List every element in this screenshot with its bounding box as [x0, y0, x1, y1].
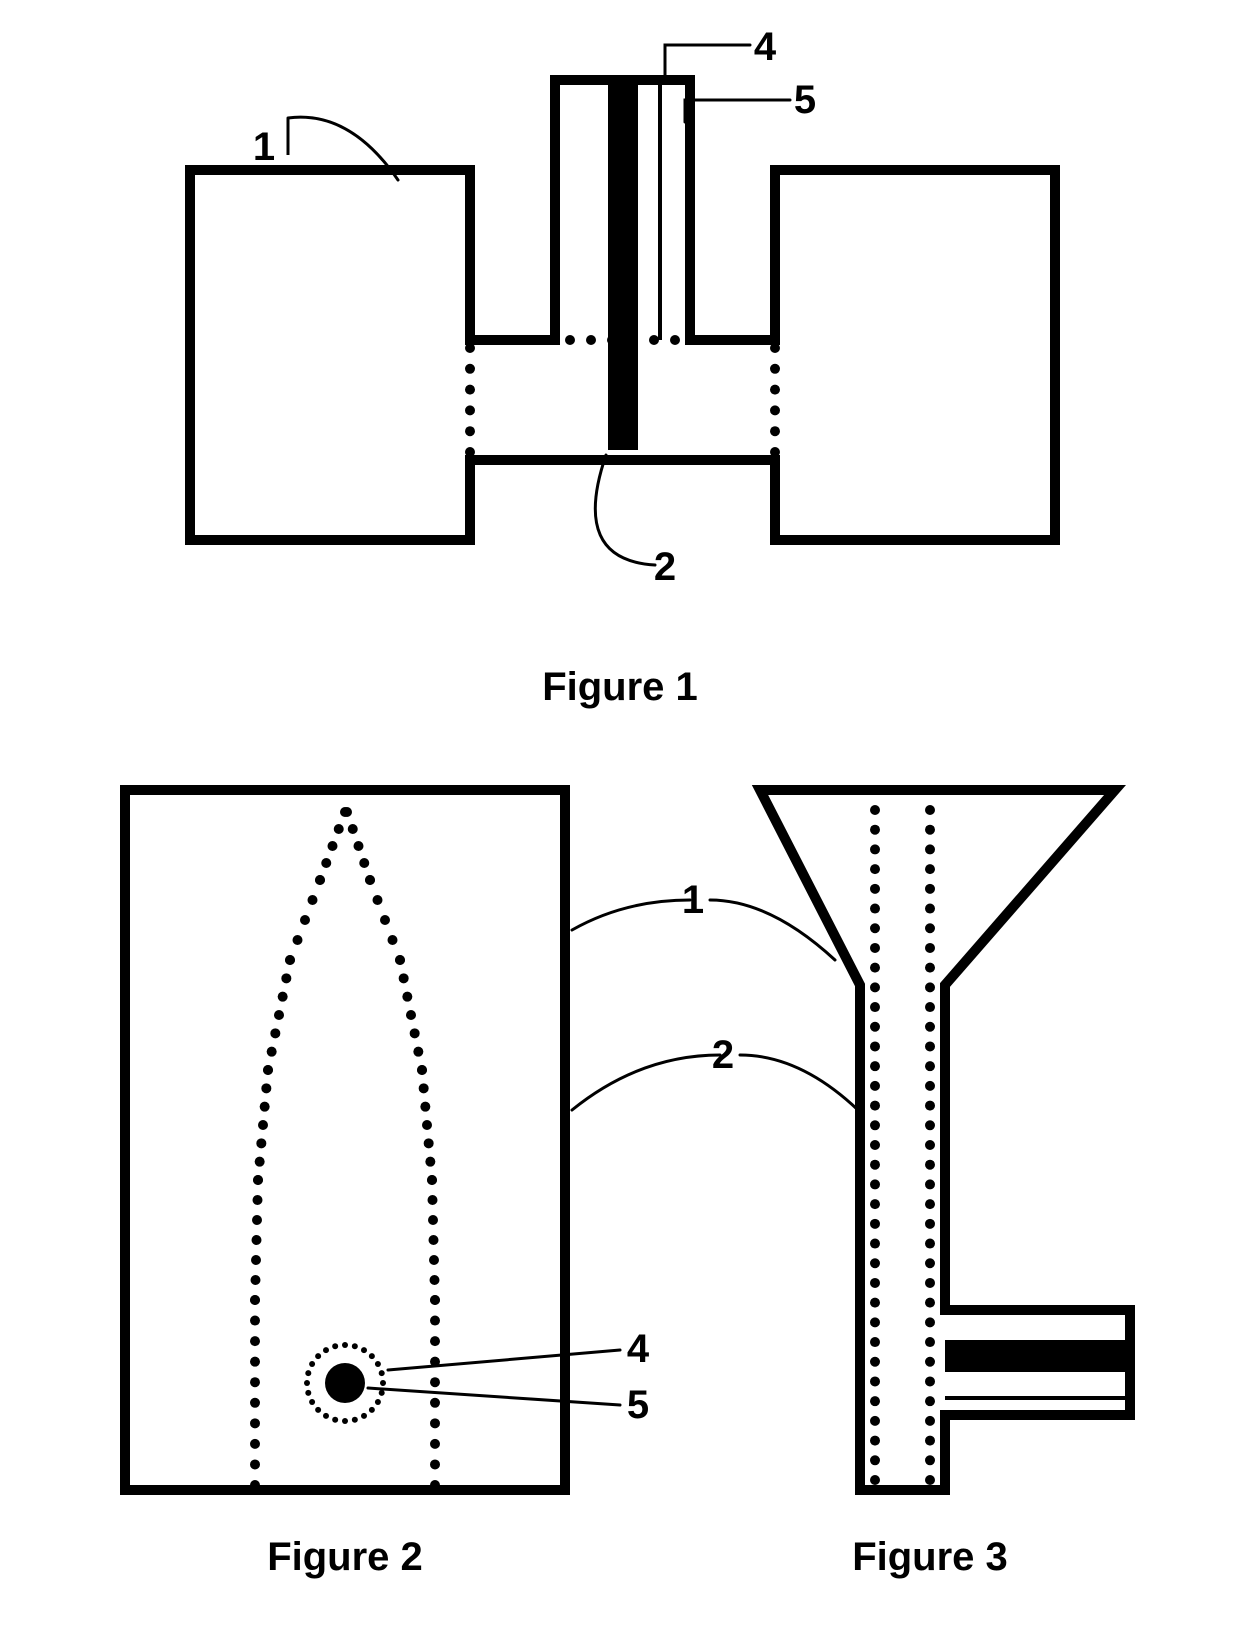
svg-text:Figure 2: Figure 2 [267, 1535, 423, 1579]
figure-3 [760, 790, 1130, 1490]
figure-2 [125, 790, 565, 1490]
svg-text:4: 4 [627, 1327, 650, 1371]
svg-text:4: 4 [754, 25, 777, 69]
svg-text:2: 2 [712, 1033, 734, 1077]
fig3-side-bar [945, 1340, 1130, 1372]
fig3-outline [760, 790, 1130, 1490]
fig2-solid-dot [325, 1363, 365, 1403]
svg-text:Figure 1: Figure 1 [542, 665, 698, 709]
svg-text:1: 1 [682, 878, 704, 922]
svg-text:5: 5 [794, 78, 816, 122]
figure-1 [190, 80, 1055, 540]
fig1-center-rod [608, 80, 638, 450]
svg-text:5: 5 [627, 1383, 649, 1427]
svg-text:2: 2 [654, 545, 676, 589]
svg-text:1: 1 [253, 125, 275, 169]
svg-text:Figure 3: Figure 3 [852, 1535, 1008, 1579]
